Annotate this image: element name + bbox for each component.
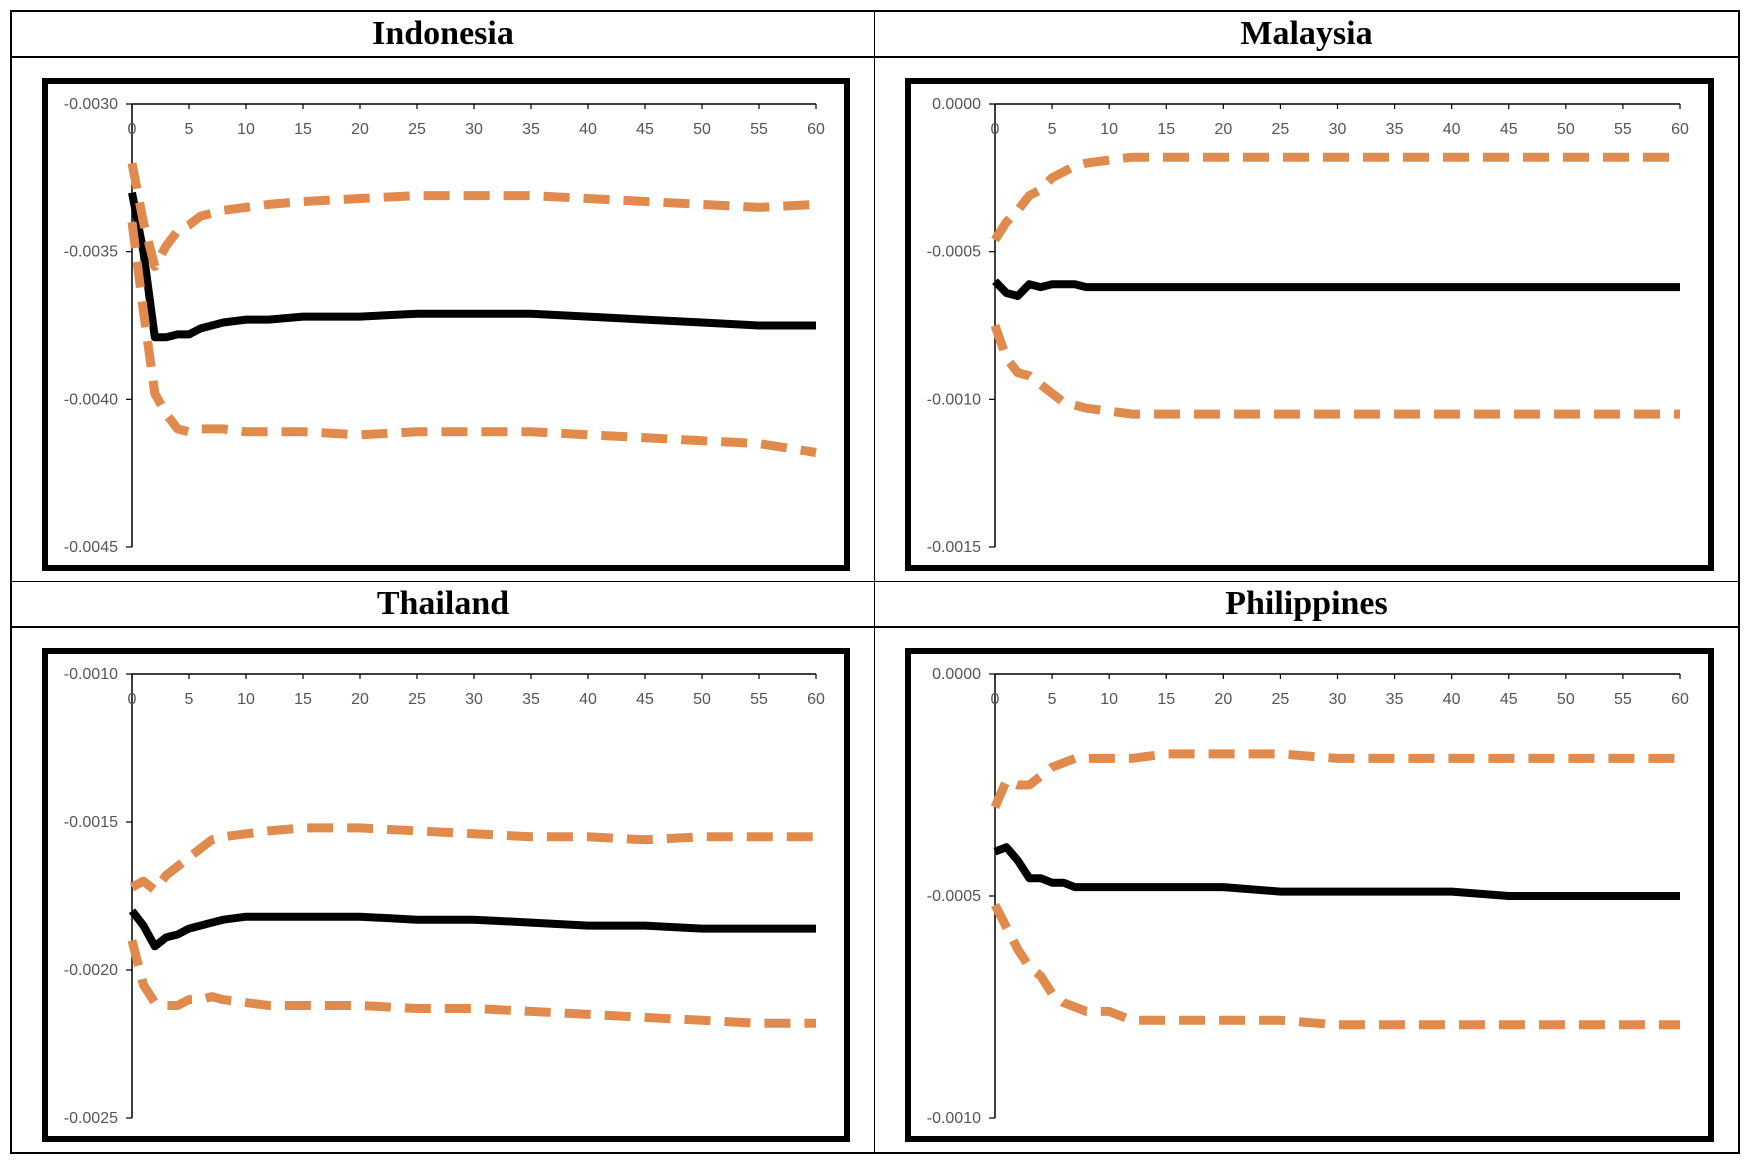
x-tick-label: 30 xyxy=(1329,121,1347,138)
x-tick-label: 45 xyxy=(636,691,654,708)
x-tick-label: 5 xyxy=(185,121,194,138)
y-tick-label: -0.0030 xyxy=(64,96,118,113)
chart-frame: 0.0000 -0.0005 -0.0010 -0.0015 0 5 10 15 20 25 30 3… xyxy=(905,78,1714,571)
x-tick-label: 60 xyxy=(1671,691,1689,708)
line-chart: -0.0030 -0.0035 -0.0040 -0.0045 0 5 10 15 20 25 30… xyxy=(64,96,825,556)
x-tick-label: 10 xyxy=(237,121,255,138)
x-tick-label: 55 xyxy=(1614,121,1632,138)
y-tick-label: -0.0020 xyxy=(64,962,118,979)
panel-thailand: Thailand -0.0010 -0.0015 -0.0020 -0.0025 0 5 1… xyxy=(12,582,875,1152)
x-tick-label: 30 xyxy=(465,691,483,708)
x-tick-label: 60 xyxy=(807,691,825,708)
y-tick-label: -0.0045 xyxy=(64,539,118,556)
panel-malaysia: Malaysia 0.0000 -0.0005 -0.0010 -0.0015 0 5 10… xyxy=(875,12,1738,582)
x-tick-label: 5 xyxy=(1048,691,1057,708)
x-tick-label: 0 xyxy=(991,121,1000,138)
y-tick-label: 0.0000 xyxy=(932,96,981,113)
y-tick-label: -0.0010 xyxy=(927,1110,981,1127)
x-tick-label: 15 xyxy=(1157,121,1175,138)
chart-frame: -0.0030 -0.0035 -0.0040 -0.0045 0 5 10 15 20 25 30… xyxy=(42,78,850,571)
y-tick-label: -0.0005 xyxy=(927,244,981,261)
panel-title: Philippines xyxy=(875,582,1738,628)
y-tick-label: -0.0035 xyxy=(64,244,118,261)
x-tick-label: 0 xyxy=(128,691,137,708)
y-tick-label: -0.0025 xyxy=(64,1110,118,1127)
x-tick-label: 30 xyxy=(465,121,483,138)
panel-philippines: Philippines 0.0000 -0.0005 -0.0010 0 5 10 15 20… xyxy=(875,582,1738,1152)
x-tick-label: 50 xyxy=(693,691,711,708)
x-tick-label: 25 xyxy=(408,121,426,138)
x-tick-label: 35 xyxy=(1386,121,1404,138)
series-line-central xyxy=(992,278,1680,300)
x-tick-label: 50 xyxy=(1557,691,1575,708)
y-tick-label: -0.0010 xyxy=(927,391,981,408)
x-tick-label: 45 xyxy=(1500,121,1518,138)
x-tick-label: 5 xyxy=(185,691,194,708)
x-tick-label: 60 xyxy=(1671,121,1689,138)
series-line-central xyxy=(128,191,816,342)
x-tick-label: 40 xyxy=(1443,691,1461,708)
x-tick-label: 20 xyxy=(351,691,369,708)
line-chart: 0.0000 -0.0005 -0.0010 0 5 10 15 20 25 30 35 40 45 50… xyxy=(927,666,1689,1127)
series-line-upper xyxy=(127,162,817,271)
series-line-upper xyxy=(990,749,1680,809)
y-tick-label: 0.0000 xyxy=(932,666,981,683)
x-tick-label: 15 xyxy=(294,121,312,138)
series-line-lower xyxy=(990,902,1680,1030)
x-tick-label: 15 xyxy=(294,691,312,708)
x-tick-label: 0 xyxy=(991,691,1000,708)
x-tick-label: 40 xyxy=(579,691,597,708)
series-line-central xyxy=(993,843,1680,900)
x-tick-label: 50 xyxy=(1557,121,1575,138)
y-tick-label: -0.0010 xyxy=(64,666,118,683)
y-tick-label: -0.0005 xyxy=(927,888,981,905)
x-tick-label: 25 xyxy=(1272,121,1290,138)
x-tick-label: 55 xyxy=(750,691,768,708)
panel-title: Thailand xyxy=(12,582,874,628)
series-line-upper xyxy=(991,152,1680,243)
x-tick-label: 20 xyxy=(351,121,369,138)
series-line-upper xyxy=(129,823,816,895)
x-tick-label: 35 xyxy=(1386,691,1404,708)
x-tick-label: 55 xyxy=(1614,691,1632,708)
x-tick-label: 10 xyxy=(1100,691,1118,708)
x-tick-label: 40 xyxy=(579,121,597,138)
x-tick-label: 50 xyxy=(693,121,711,138)
x-tick-label: 55 xyxy=(750,121,768,138)
x-tick-label: 25 xyxy=(1272,691,1290,708)
line-chart: -0.0010 -0.0015 -0.0020 -0.0025 0 5 10 15 20 25 30… xyxy=(64,666,825,1127)
x-tick-label: 10 xyxy=(1100,121,1118,138)
y-tick-label: -0.0040 xyxy=(64,391,118,408)
x-tick-label: 0 xyxy=(128,121,137,138)
x-tick-label: 35 xyxy=(522,691,540,708)
chart-frame: -0.0010 -0.0015 -0.0020 -0.0025 0 5 10 15 20 25 30… xyxy=(42,648,850,1142)
x-tick-label: 30 xyxy=(1329,691,1347,708)
x-tick-label: 5 xyxy=(1048,121,1057,138)
chart-frame: 0.0000 -0.0005 -0.0010 0 5 10 15 20 25 30 35 40 45 50… xyxy=(905,648,1714,1142)
panel-title: Indonesia xyxy=(12,12,874,58)
x-tick-label: 10 xyxy=(237,691,255,708)
y-tick-label: -0.0015 xyxy=(64,814,118,831)
x-tick-label: 25 xyxy=(408,691,426,708)
x-tick-label: 35 xyxy=(522,121,540,138)
x-tick-label: 20 xyxy=(1214,691,1232,708)
panel-title: Malaysia xyxy=(875,12,1738,58)
x-tick-label: 40 xyxy=(1443,121,1461,138)
panel-grid: Indonesia -0.0030 -0.0035 -0.0040 -0.0045 0 5… xyxy=(10,10,1740,1154)
x-tick-label: 15 xyxy=(1157,691,1175,708)
x-tick-label: 60 xyxy=(807,121,825,138)
y-tick-label: -0.0015 xyxy=(927,539,981,556)
panel-indonesia: Indonesia -0.0030 -0.0035 -0.0040 -0.0045 0 5… xyxy=(12,12,875,582)
series-line-central xyxy=(128,908,816,951)
line-chart: 0.0000 -0.0005 -0.0010 -0.0015 0 5 10 15 20 25 30 3… xyxy=(927,96,1689,556)
series-line-lower xyxy=(990,324,1680,419)
x-tick-label: 45 xyxy=(636,121,654,138)
series-line-lower xyxy=(127,939,816,1028)
x-tick-label: 20 xyxy=(1214,121,1232,138)
series-line-lower xyxy=(127,221,817,457)
x-tick-label: 45 xyxy=(1500,691,1518,708)
